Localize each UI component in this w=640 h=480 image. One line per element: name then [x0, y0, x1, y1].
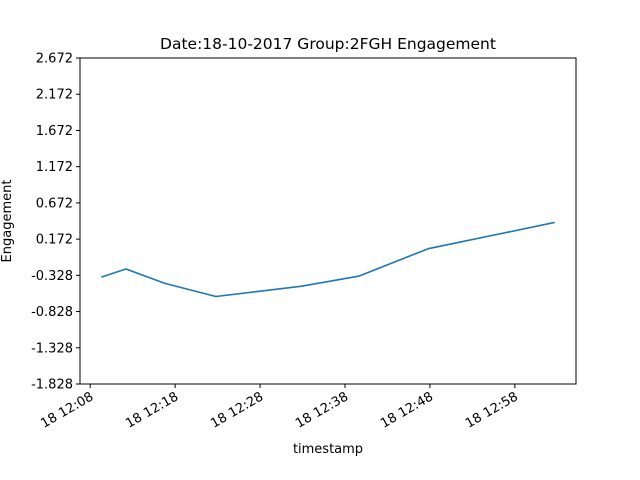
x-axis-label: timestamp	[293, 442, 363, 457]
y-tick-label: -0.328	[31, 269, 73, 284]
y-tick-label: 1.172	[36, 160, 73, 175]
y-tick-label: 1.672	[36, 124, 73, 139]
y-tick-label: 2.172	[36, 88, 73, 103]
chart-title: Date:18-10-2017 Group:2FGH Engagement	[160, 35, 496, 53]
y-axis-label: Engagement	[0, 180, 15, 263]
x-tick-label: 18 12:58	[463, 389, 521, 431]
x-tick-label: 18 12:18	[123, 389, 181, 431]
y-axis-ticks: 2.672 2.172 1.672 1.172 0.672 0.172 -0.328 -0.8…	[31, 52, 80, 393]
x-tick-label: 18 12:28	[208, 389, 266, 431]
series-layer	[101, 221, 555, 298]
x-tick-label: 18 12:08	[38, 389, 96, 431]
engagement-series-line	[101, 221, 555, 298]
y-tick-label: -1.328	[31, 341, 73, 356]
x-tick-label: 18 12:48	[378, 389, 436, 431]
y-tick-label: -1.828	[31, 378, 73, 393]
y-tick-label: -0.828	[31, 305, 73, 320]
plot-frame	[79, 57, 577, 385]
x-axis-ticks: 18 12:08 18 12:18 18 12:28 18 12:38 18 12:48…	[38, 384, 521, 432]
y-tick-label: 0.672	[36, 196, 73, 211]
y-tick-label: 2.672	[36, 52, 73, 67]
y-tick-label: 0.172	[36, 233, 73, 248]
x-tick-label: 18 12:38	[293, 389, 351, 431]
